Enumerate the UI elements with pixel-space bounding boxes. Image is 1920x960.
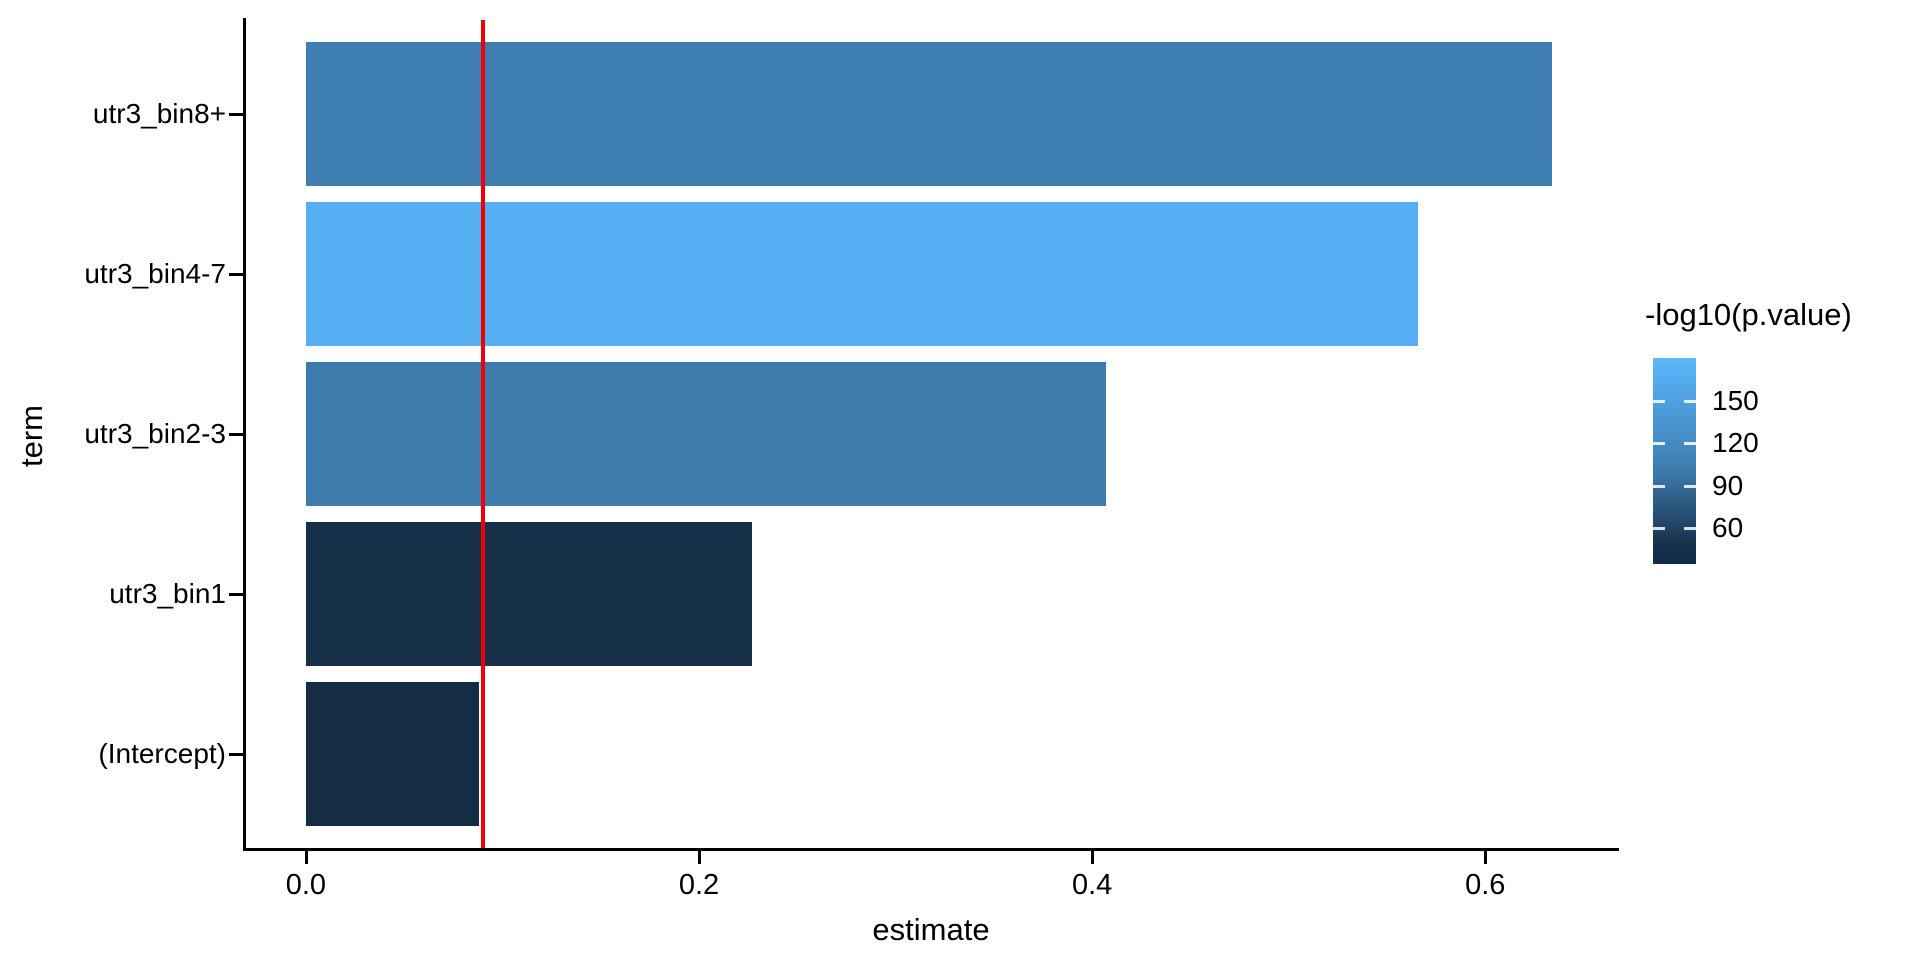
y-tick-(Intercept) [229,752,243,756]
y-tick-label-utr3_bin1: utr3_bin1 [109,577,226,609]
legend-tick-right-60 [1684,527,1696,531]
x-axis-line [243,848,1619,851]
legend-colorbar [1653,358,1696,564]
y-axis-title: term [14,405,49,467]
y-tick-label-utr3_bin2-3: utr3_bin2-3 [84,417,226,449]
x-tick-0.0 [304,851,308,864]
legend-tick-right-120 [1684,442,1696,446]
x-tick-0.4 [1091,851,1095,864]
legend-tick-right-90 [1684,484,1696,488]
bar-utr3_bin4-7 [305,201,1419,346]
y-tick-label-(Intercept): (Intercept) [98,737,226,769]
y-tick-utr3_bin1 [229,592,243,596]
y-axis-line [243,18,246,851]
legend-label-90: 90 [1712,469,1744,501]
legend-title: -log10(p.value) [1645,297,1852,332]
x-tick-label-0.4: 0.4 [1071,869,1113,901]
y-tick-utr3_bin4-7 [229,272,243,276]
legend-label-120: 120 [1712,427,1759,459]
y-tick-label-utr3_bin4-7: utr3_bin4-7 [84,257,226,289]
x-tick-label-0.0: 0.0 [285,869,327,901]
x-axis-title: estimate [872,912,990,947]
legend-tick-left-90 [1653,484,1665,488]
y-tick-utr3_bin2-3 [229,432,243,436]
x-tick-0.2 [698,851,702,864]
x-tick-label-0.6: 0.6 [1465,869,1506,901]
x-tick-label-0.2: 0.2 [678,869,720,901]
legend-tick-left-60 [1653,527,1665,531]
legend-label-150: 150 [1712,384,1759,416]
reference-vline [480,20,485,848]
bar-utr3_bin8+ [305,41,1553,186]
legend-tick-left-120 [1653,442,1665,446]
y-tick-label-utr3_bin8+: utr3_bin8+ [92,97,226,129]
legend-tick-left-150 [1653,399,1665,403]
y-tick-utr3_bin8+ [229,112,243,116]
bar-utr3_bin1 [305,521,753,666]
bar-(Intercept) [305,681,479,826]
x-tick-0.6 [1484,851,1488,864]
bar-utr3_bin2-3 [305,361,1106,506]
legend-label-60: 60 [1712,512,1744,544]
legend-tick-right-150 [1684,399,1696,403]
